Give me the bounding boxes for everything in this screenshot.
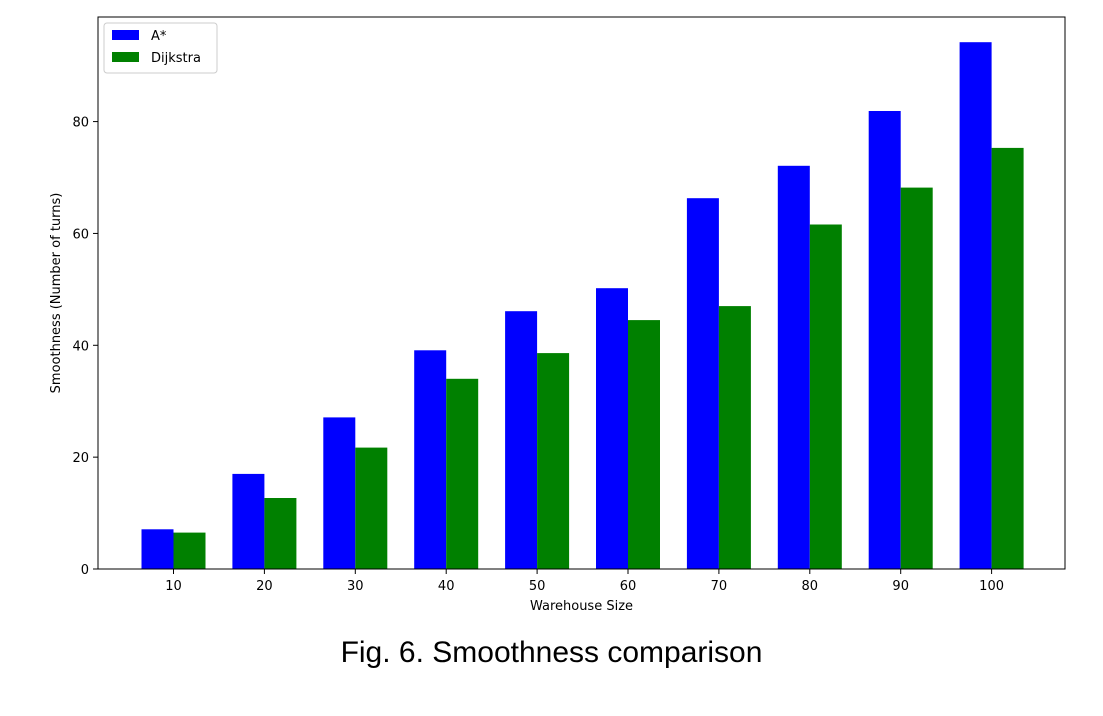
bar-dijkstra-80 [809, 224, 842, 569]
bar-a-star-30 [323, 417, 356, 569]
x-tick-label-50: 50 [529, 579, 546, 594]
bar-a-star-70 [686, 198, 719, 569]
bar-dijkstra-90 [900, 187, 933, 569]
bar-a-star-100 [959, 42, 992, 569]
x-tick-label-60: 60 [620, 579, 637, 594]
bar-a-star-40 [414, 350, 447, 569]
bar-a-star-20 [232, 473, 265, 569]
x-tick-label-40: 40 [438, 579, 455, 594]
figure-caption: Fig. 6. Smoothness comparison [340, 636, 763, 669]
x-tick-label-10: 10 [165, 579, 182, 594]
bar-dijkstra-50 [537, 353, 570, 569]
smoothness-bar-chart: 10 20 30 40 50 60 70 80 90 100 0 20 40 60 80 Warehouse… [49, 16, 1066, 614]
y-tick-label-0: 0 [81, 563, 89, 578]
x-axis-label: Warehouse Size [530, 599, 633, 614]
bar-dijkstra-70 [718, 306, 751, 569]
legend-label-a-star: A* [151, 29, 167, 44]
y-tick-label-20: 20 [72, 451, 89, 466]
bar-dijkstra-10 [173, 532, 206, 569]
bar-dijkstra-40 [446, 378, 479, 569]
bar-dijkstra-20 [264, 498, 297, 569]
bar-dijkstra-30 [355, 447, 388, 569]
bar-a-star-50 [505, 311, 538, 569]
bar-a-star-80 [777, 165, 810, 570]
bar-dijkstra-100 [991, 147, 1024, 569]
bar-a-star-60 [596, 288, 628, 569]
bar-dijkstra-60 [628, 320, 660, 569]
plot-frame [97, 16, 1066, 570]
legend-swatch-a-star [112, 30, 139, 40]
x-tick-label-20: 20 [256, 579, 273, 594]
bar-a-star-90 [868, 111, 901, 569]
x-tick-label-30: 30 [347, 579, 364, 594]
y-axis-label: Smoothness (Number of turns) [49, 193, 64, 394]
axes-layer: 10 20 30 40 50 60 70 80 90 100 0 20 40 60 80 [72, 116, 1004, 594]
x-tick-label-90: 90 [892, 579, 909, 594]
y-tick-label-40: 40 [72, 339, 89, 354]
legend-swatch-dijkstra [112, 52, 139, 62]
bars-layer [141, 42, 1024, 570]
x-tick-label-100: 100 [979, 579, 1004, 594]
x-tick-label-70: 70 [711, 579, 728, 594]
legend: A* Dijkstra [103, 22, 218, 74]
y-tick-label-60: 60 [72, 227, 89, 242]
x-tick-label-80: 80 [802, 579, 819, 594]
y-tick-label-80: 80 [72, 116, 89, 131]
bar-a-star-10 [141, 529, 174, 569]
legend-label-dijkstra: Dijkstra [151, 51, 201, 66]
